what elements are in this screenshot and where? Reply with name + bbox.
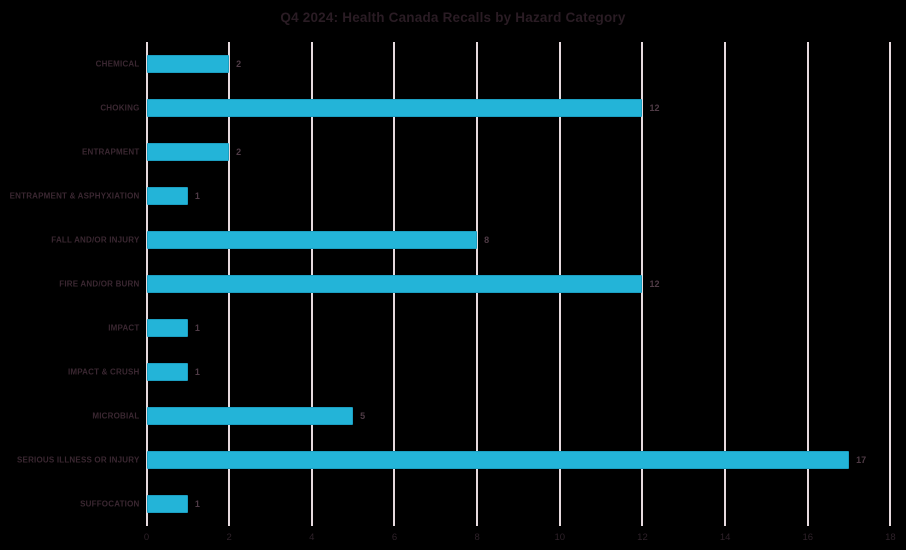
category-label: CHEMICAL <box>95 59 140 69</box>
bar <box>146 275 643 293</box>
x-tick-label-6: 6 <box>391 532 398 543</box>
x-tick-label-14: 14 <box>719 532 731 543</box>
bar <box>146 495 188 513</box>
gridline-x-18 <box>889 42 892 526</box>
x-tick-label-10: 10 <box>554 532 566 543</box>
value-label: 1 <box>194 323 200 333</box>
bar <box>146 143 230 161</box>
category-label: ENTRAPMENT & ASPHYXIATION <box>9 191 140 201</box>
category-label: SUFFOCATION <box>80 499 140 509</box>
bar <box>146 55 230 73</box>
category-label: MICROBIAL <box>92 411 140 421</box>
category-label: IMPACT & CRUSH <box>67 367 140 377</box>
bar <box>146 363 188 381</box>
bar <box>146 319 188 337</box>
bar <box>146 407 354 425</box>
value-label: 8 <box>484 235 490 245</box>
gridline-x-12 <box>641 42 644 526</box>
gridline-x-16 <box>806 42 809 526</box>
value-label: 2 <box>236 147 242 157</box>
value-label: 5 <box>360 411 366 421</box>
value-label: 17 <box>856 455 867 465</box>
value-label: 1 <box>194 499 200 509</box>
value-label: 1 <box>194 367 200 377</box>
value-label: 2 <box>236 59 242 69</box>
category-label: SERIOUS ILLNESS OR INJURY <box>17 455 140 465</box>
bar <box>146 187 188 205</box>
x-tick-label-4: 4 <box>309 532 315 543</box>
x-tick-label-8: 8 <box>474 532 480 543</box>
x-tick-label-12: 12 <box>637 532 648 543</box>
chart-title: Q4 2024: Health Canada Recalls by Hazard… <box>280 10 626 25</box>
category-label: FIRE AND/OR BURN <box>59 279 140 289</box>
category-label: CHOKING <box>100 103 140 113</box>
bar <box>146 99 643 117</box>
x-tick-label-0: 0 <box>143 532 150 543</box>
category-label: FALL AND/OR INJURY <box>51 235 140 245</box>
value-label: 12 <box>649 103 660 113</box>
value-label: 1 <box>194 191 200 201</box>
bar <box>146 451 850 469</box>
x-tick-label-16: 16 <box>802 532 814 543</box>
gridline-x-14 <box>724 42 727 526</box>
category-label: ENTRAPMENT <box>81 147 140 157</box>
value-label: 12 <box>649 279 660 289</box>
x-tick-label-18: 18 <box>885 532 896 543</box>
x-tick-label-2: 2 <box>226 532 232 543</box>
bar <box>146 231 478 249</box>
category-label: IMPACT <box>108 323 140 333</box>
